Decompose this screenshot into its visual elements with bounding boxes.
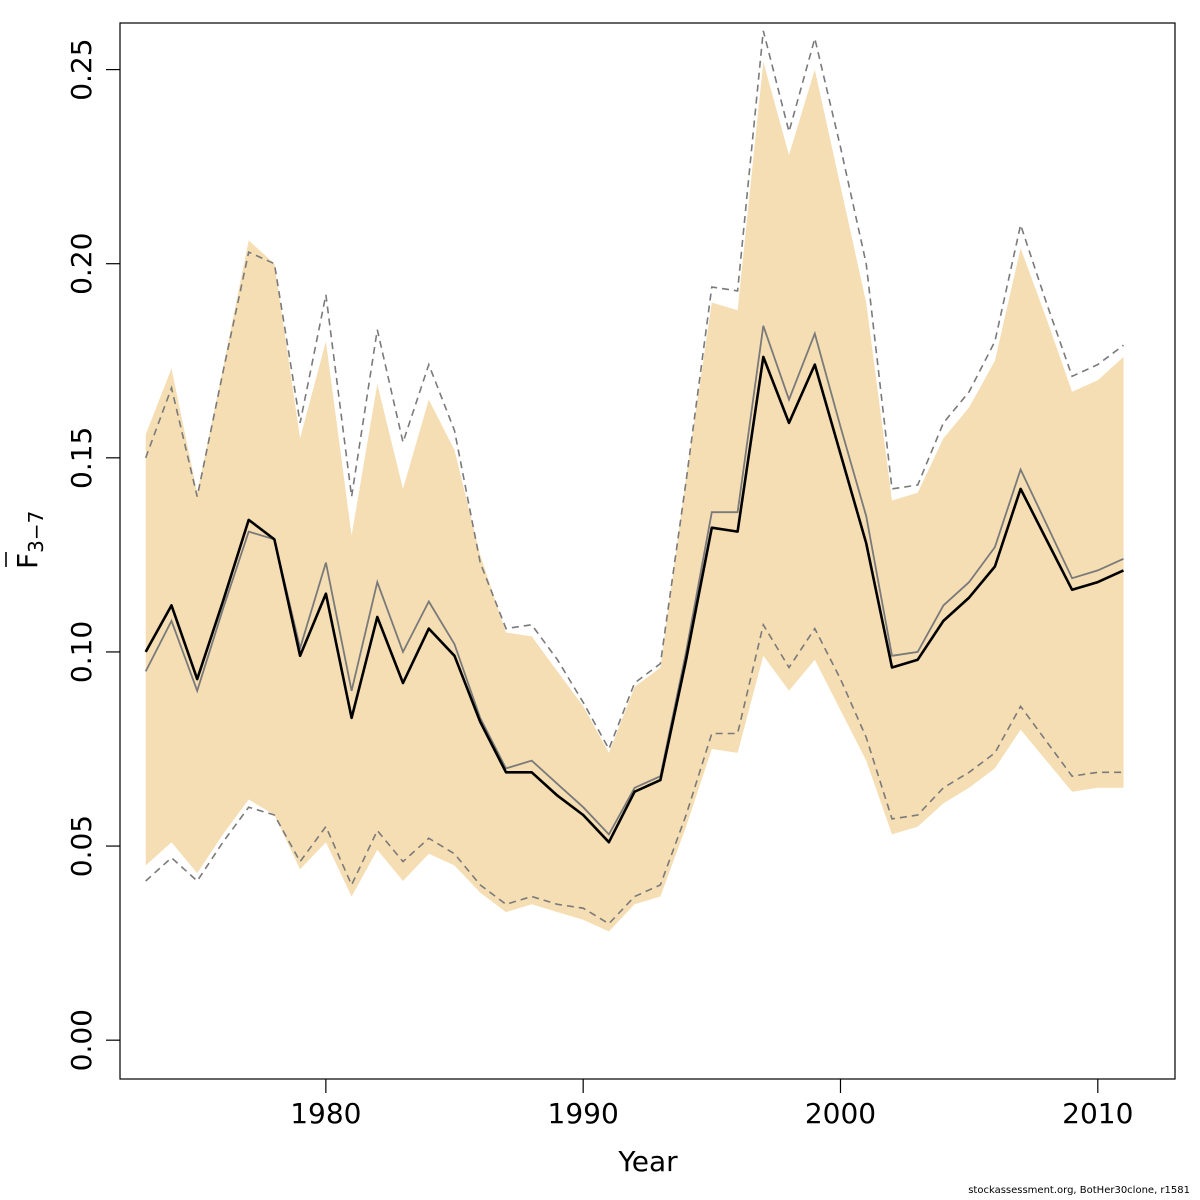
x-tick-label: 2000 xyxy=(805,1097,876,1130)
y-tick-label: 0.10 xyxy=(65,621,98,683)
svg-text:F3−7: F3−7 xyxy=(11,511,48,569)
y-axis-label-subscript: 3−7 xyxy=(24,511,48,553)
confidence-band xyxy=(145,61,1124,932)
estimate-line xyxy=(144,355,1125,844)
x-tick-label: 1990 xyxy=(548,1097,619,1130)
footer-credit: stockassessment.org, BotHer30clone, r158… xyxy=(968,1185,1190,1196)
x-tick-label: 2010 xyxy=(1062,1097,1133,1130)
plot-frame xyxy=(119,22,1176,1080)
dashed-lower-line xyxy=(145,622,1124,925)
y-tick-label: 0.20 xyxy=(65,233,98,295)
y-axis-label-main: F xyxy=(11,553,44,569)
y-tick-label: 0.00 xyxy=(65,1009,98,1071)
y-axis-label: F3−7 xyxy=(5,511,48,569)
x-axis: 1980 1990 2000 2010 xyxy=(290,1079,1133,1130)
x-tick-label: 1980 xyxy=(290,1097,361,1130)
y-tick-label: 0.05 xyxy=(65,815,98,877)
x-axis-label: Year xyxy=(617,1145,678,1178)
y-tick-label: 0.15 xyxy=(65,427,98,489)
y-tick-label: 0.25 xyxy=(65,38,98,100)
alternate-estimate-line xyxy=(144,325,1124,836)
y-axis: 0.00 0.05 0.10 0.15 0.20 0.25 xyxy=(65,38,120,1071)
